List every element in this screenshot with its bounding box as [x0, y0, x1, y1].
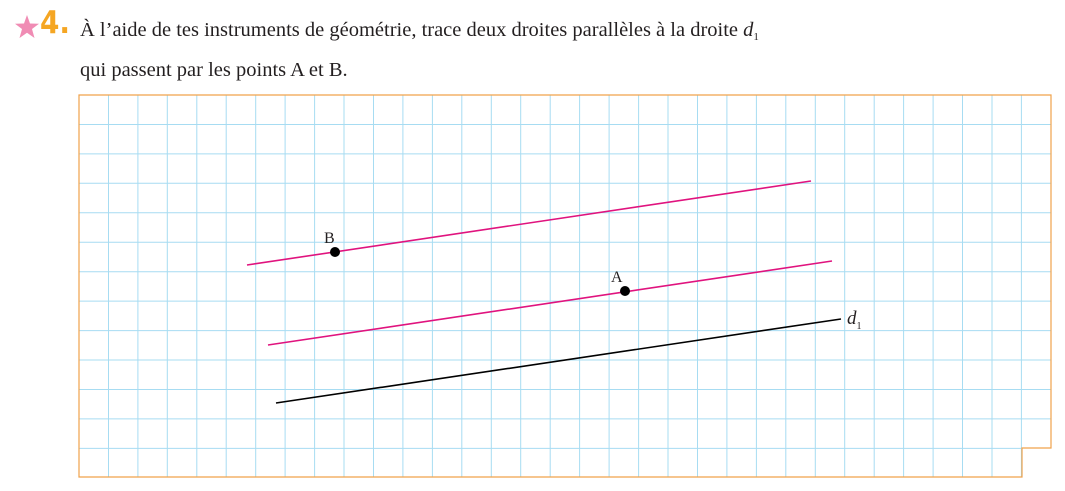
exercise-number: 4. [40, 5, 71, 41]
grid-border [78, 94, 1052, 478]
instruction-variable: d [743, 19, 754, 41]
point-a [620, 286, 630, 296]
parallel-line-through-b [246, 180, 812, 266]
instruction-subscript: 1 [753, 31, 759, 43]
point-b-label: B [324, 230, 335, 247]
parallel-line-through-a [267, 260, 833, 346]
instruction-line-1: À l’aide de tes instruments de géométrie… [80, 14, 759, 54]
line-d1-label: d1 [847, 308, 862, 332]
instruction-line-2: qui passent par les points A et B. [80, 59, 348, 81]
line-d1 [275, 318, 842, 404]
point-b [330, 247, 340, 257]
star-icon [15, 15, 39, 38]
line-d1-subscript: 1 [857, 321, 862, 332]
instruction-line-1-text: À l’aide de tes instruments de géométrie… [80, 19, 739, 41]
line-d1-letter: d [847, 308, 857, 329]
point-a-label: A [611, 269, 623, 286]
instruction-text: À l’aide de tes instruments de géométrie… [80, 14, 759, 87]
grid-lines [79, 95, 1051, 477]
